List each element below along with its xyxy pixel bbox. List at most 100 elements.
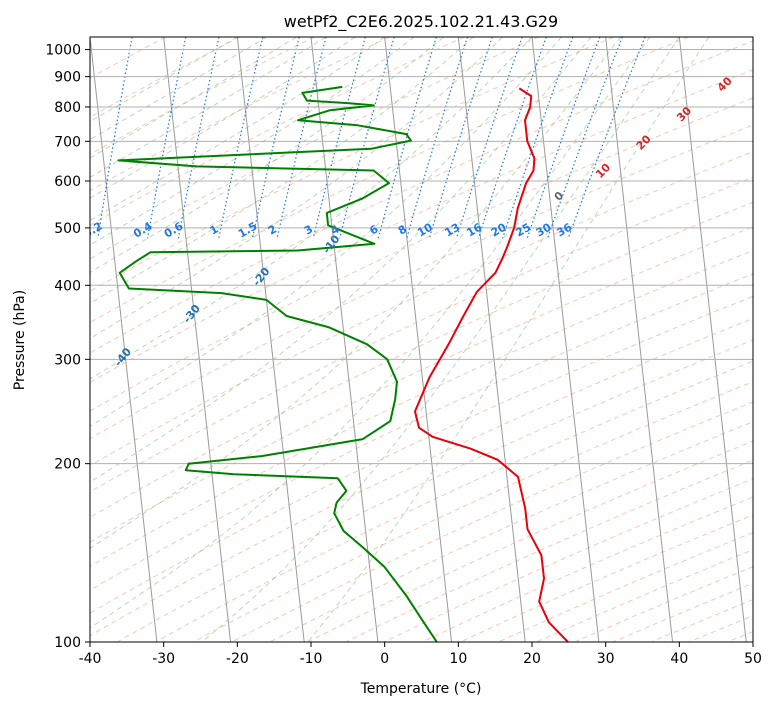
dry-adiabat xyxy=(90,37,390,192)
axis-ticks: -40 -30 -20 -10 0 10 20 30 40 5010020030040050060… xyxy=(45,43,762,667)
moist-adiabat-label: 10 xyxy=(593,161,613,181)
dry-adiabat xyxy=(421,496,753,642)
moist-adiabat xyxy=(90,37,385,222)
mixing-ratio-line xyxy=(477,37,547,239)
mixing-ratio-line xyxy=(526,37,601,239)
moist-adiabat xyxy=(90,37,268,140)
y-tick-label: 800 xyxy=(54,100,81,116)
dry-adiabat xyxy=(90,37,540,260)
mixing-ratio-label: 3 xyxy=(302,223,315,238)
mixing-ratio-line xyxy=(276,37,327,239)
isotherm xyxy=(163,37,232,642)
mixing-ratio-label: 6 xyxy=(367,222,380,237)
mixing-ratio-label: 1 xyxy=(208,223,221,238)
x-tick-label: 40 xyxy=(670,651,688,667)
dry-adiabat-label: -50 xyxy=(43,394,66,418)
mixing-ratio-line xyxy=(502,37,574,239)
plot-frame xyxy=(89,36,754,643)
plot-area: -100-90-80-70-60-50-40-30-20-100.10.20.4… xyxy=(0,37,753,642)
isotherm xyxy=(752,37,753,42)
isotherm xyxy=(0,37,10,642)
mixing-ratio-line xyxy=(339,37,395,239)
moist-adiabat xyxy=(90,37,562,427)
dry-adiabat xyxy=(727,631,753,642)
y-tick-label: 700 xyxy=(54,134,81,150)
x-tick-label: -30 xyxy=(152,651,175,667)
x-tick-label: -20 xyxy=(226,651,249,667)
dry-adiabat xyxy=(231,401,753,642)
dry-adiabat xyxy=(612,582,753,642)
moist-adiabat xyxy=(90,37,474,304)
moist-adiabat-label: 40 xyxy=(715,74,735,94)
mixing-ratio-line xyxy=(251,37,300,239)
mixing-ratio-label: 10 xyxy=(415,220,435,239)
temperature-profile xyxy=(414,87,569,642)
mixing-ratio-label: 25 xyxy=(513,221,533,240)
moist-adiabat xyxy=(90,37,444,274)
dry-adiabat xyxy=(90,150,753,467)
mixing-ratio-line xyxy=(147,37,187,239)
isotherm xyxy=(605,37,674,642)
mixing-ratio-label: 36 xyxy=(555,220,575,239)
x-axis-label: Temperature (°C) xyxy=(360,681,482,697)
dry-adiabat xyxy=(90,37,315,156)
moist-adiabat xyxy=(90,37,533,380)
dry-adiabat-label: -10 xyxy=(320,232,343,256)
isotherm xyxy=(384,37,453,642)
dry-adiabat xyxy=(90,176,753,493)
chart-title: wetPf2_C2E6.2025.102.21.43.G29 xyxy=(284,12,558,32)
x-tick-label: -10 xyxy=(300,651,323,667)
isotherm xyxy=(310,37,379,642)
y-tick-label: 300 xyxy=(54,352,81,368)
moist-adiabat xyxy=(90,37,621,549)
mixing-ratio-line xyxy=(218,37,264,239)
dry-adiabat xyxy=(90,37,614,292)
isotherm xyxy=(457,37,526,642)
moist-adiabat xyxy=(90,37,415,246)
dry-adiabat xyxy=(90,37,465,226)
mixing-ratio-line xyxy=(567,37,646,239)
dry-adiabat xyxy=(688,615,753,642)
y-tick-label: 500 xyxy=(54,221,81,237)
isotherm xyxy=(90,37,158,642)
mixing-ratio-line xyxy=(406,37,469,239)
y-tick-label: 600 xyxy=(54,174,81,190)
moist-adiabat xyxy=(90,37,592,483)
y-tick-label: 900 xyxy=(54,70,81,86)
dry-adiabat xyxy=(154,360,753,642)
dry-adiabat xyxy=(269,421,753,642)
isotherm xyxy=(678,37,747,642)
moist-adiabat xyxy=(90,37,297,159)
mixing-ratio-label: 2 xyxy=(266,223,279,238)
isotherm xyxy=(531,37,600,642)
y-tick-label: 100 xyxy=(54,635,81,651)
dry-adiabat-label: -40 xyxy=(112,345,135,369)
moist-adiabat xyxy=(90,37,651,629)
isotherm xyxy=(236,37,305,642)
mixing-ratio-label: 0.2 xyxy=(81,220,104,241)
dry-adiabat xyxy=(90,40,753,354)
x-tick-label: 20 xyxy=(523,651,541,667)
moist-adiabat xyxy=(90,37,503,339)
mixing-ratio-label: 16 xyxy=(465,220,485,239)
mixing-ratio-label: 0.6 xyxy=(162,219,186,240)
dry-adiabat xyxy=(116,339,753,642)
mixing-ratio-label: 0.4 xyxy=(131,219,155,240)
dry-adiabat xyxy=(90,124,753,440)
dry-adiabat xyxy=(90,37,241,118)
dry-adiabat xyxy=(574,566,753,642)
mixing-ratio-label: 20 xyxy=(489,220,509,239)
mixing-ratio-line xyxy=(455,37,523,239)
mixing-ratio-line xyxy=(177,37,220,239)
moist-adiabat xyxy=(307,37,710,642)
y-tick-label: 1000 xyxy=(45,43,81,59)
moist-adiabat xyxy=(90,37,356,199)
moist-adiabat-label: 20 xyxy=(634,132,654,152)
dewpoint-profile xyxy=(117,85,438,642)
dry-adiabat xyxy=(90,273,753,591)
dry-adiabat xyxy=(90,97,753,412)
dry-adiabat xyxy=(193,381,753,642)
y-tick-label: 200 xyxy=(54,457,81,473)
x-tick-label: 50 xyxy=(744,651,762,667)
y-tick-label: 400 xyxy=(54,278,81,294)
